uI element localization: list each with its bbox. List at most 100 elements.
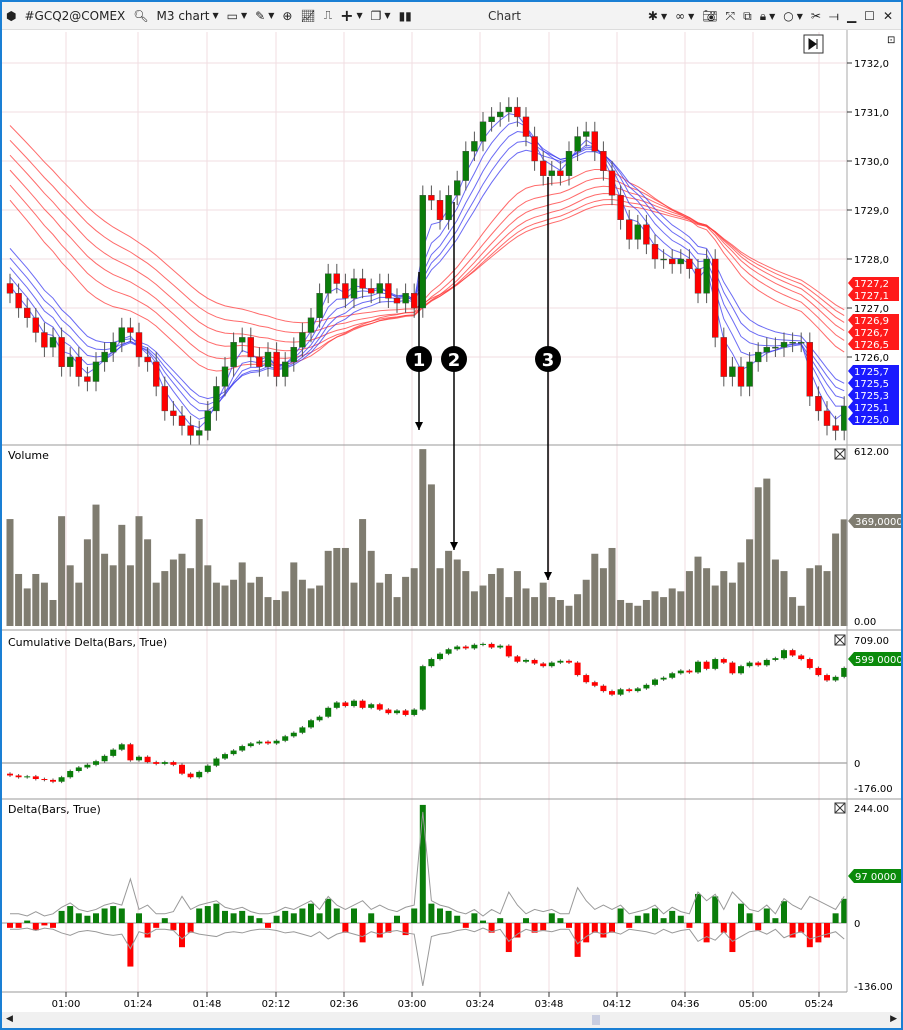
camera-icon[interactable]: 📷︎	[702, 9, 718, 23]
indicator-icon[interactable]: 📈︎	[300, 8, 316, 23]
zoom-icon[interactable]: ⊕	[282, 8, 293, 23]
minimize-icon[interactable]: ▁	[846, 9, 857, 23]
annotation-arrowhead	[450, 542, 458, 550]
maximize-icon[interactable]: ☐	[864, 9, 875, 23]
time-axis-label: 01:24	[124, 999, 153, 1010]
volume-bar	[814, 565, 822, 626]
price-candle	[823, 401, 831, 436]
price-candle	[75, 347, 83, 387]
delta-last-tag: 97 0000	[848, 869, 901, 883]
volume-bar	[307, 588, 315, 626]
chart-area[interactable]: 1732,01731,01730,01729,01728,01727,01726…	[2, 30, 901, 1012]
volume-bar	[333, 547, 341, 626]
candle-body	[92, 361, 100, 382]
candle-body	[565, 150, 573, 176]
ema-slow-line	[9, 125, 845, 324]
delta-bar	[695, 893, 701, 923]
price-candle	[703, 249, 710, 304]
candle-body	[222, 754, 228, 759]
cumdelta-candle	[411, 708, 418, 717]
price-candle	[755, 342, 762, 372]
scroll-to-end-button[interactable]	[803, 34, 824, 54]
delta-bar	[213, 903, 220, 923]
price-candle	[540, 151, 547, 186]
delta-bar	[832, 913, 839, 923]
layout-icon[interactable]: ❐ ▼	[370, 8, 391, 23]
lock-icon[interactable]: 🔒︎ ▼	[759, 8, 776, 23]
cumdelta-candle	[256, 740, 263, 745]
horizontal-scrollbar[interactable]: ◀ ▶	[2, 1012, 901, 1028]
candle-body	[428, 659, 435, 667]
cursor-icon[interactable]: ✱ ▼	[647, 9, 668, 23]
volume-bar	[427, 484, 435, 626]
close-cumdelta-panel-icon[interactable]	[834, 634, 846, 646]
price-axis-label: 1729,0	[854, 206, 889, 217]
delta-bar	[196, 908, 203, 923]
cumdelta-candle	[110, 748, 117, 758]
pin-icon[interactable]: ⟞	[828, 8, 839, 23]
scroll-right-icon[interactable]: ▶	[890, 1014, 897, 1024]
candle-body	[806, 659, 813, 668]
chart-type-dropdown[interactable]: M3 chart ▼	[153, 4, 223, 28]
candle-body	[445, 195, 452, 221]
volume-bar	[324, 550, 332, 626]
cumdelta-candle	[359, 699, 366, 710]
crosshair-icon[interactable]: + ▼	[340, 6, 363, 25]
volume-last-tag: 369,0000	[848, 514, 901, 528]
tools-icon[interactable]: ✂	[810, 9, 821, 23]
volume-bar	[548, 597, 556, 626]
price-tag: 1726,7	[848, 326, 899, 339]
candle-body	[316, 716, 323, 721]
cumdelta-candle	[712, 657, 719, 671]
fullscreen-icon[interactable]: ⤧	[725, 8, 736, 23]
chart-type-label: M3 chart	[156, 8, 210, 23]
volume-bar	[350, 582, 358, 626]
volume-bar	[6, 519, 14, 626]
volume-bar	[806, 568, 814, 626]
scroll-thumb[interactable]	[592, 1015, 600, 1025]
pencil-icon[interactable]: ✎ ▼	[255, 8, 275, 23]
delta-bar	[703, 923, 710, 943]
candle-body	[333, 273, 340, 284]
cumdelta-candle	[729, 661, 736, 675]
delta-bar	[574, 923, 581, 957]
close-icon[interactable]: ✕	[882, 9, 893, 23]
monitor-icon[interactable]: ▭ ▼	[226, 8, 248, 23]
candle-body	[101, 755, 108, 762]
cumdelta-candle	[196, 770, 203, 779]
template-icon[interactable]: ⎍	[323, 8, 333, 22]
candle-body	[574, 136, 581, 152]
search-icon[interactable]: 🔍︎	[133, 8, 149, 23]
delta-bar	[394, 915, 400, 923]
annotation-number: 1	[413, 350, 426, 371]
volume-bar	[359, 519, 367, 626]
circle-icon[interactable]: ○ ▼	[783, 9, 803, 23]
volume-bar	[66, 565, 74, 626]
annotation-marker	[535, 346, 561, 372]
delta-bar	[652, 908, 658, 923]
close-volume-panel-icon[interactable]	[834, 448, 846, 460]
delta-bar	[368, 913, 375, 923]
candle-body	[239, 746, 246, 751]
delta-bar	[127, 923, 134, 967]
panel-format-icon[interactable]: ⊡	[887, 35, 895, 46]
price-candle	[273, 342, 280, 387]
clone-icon[interactable]: ⧉	[743, 8, 752, 23]
time-axis-label: 04:36	[671, 999, 700, 1010]
link-icon[interactable]: ∞ ▼	[675, 9, 695, 23]
price-candle	[428, 185, 435, 210]
volume-bar	[393, 597, 401, 626]
scroll-left-icon[interactable]: ◀	[6, 1014, 13, 1024]
price-candle	[445, 185, 452, 230]
symbol-label[interactable]: #GCQ2@COMEX	[24, 8, 126, 23]
panel-icon[interactable]: ▮▮	[398, 8, 412, 23]
svg-text:599 0000: 599 0000	[855, 655, 901, 666]
volume-bar	[651, 591, 659, 626]
price-candle	[170, 401, 177, 426]
delta-bar	[755, 923, 762, 931]
price-candle	[479, 112, 487, 152]
delta-bar	[402, 923, 409, 936]
close-delta-panel-icon[interactable]	[834, 802, 846, 814]
logo-icon[interactable]: ⬢	[6, 8, 17, 23]
candle-body	[67, 771, 74, 778]
